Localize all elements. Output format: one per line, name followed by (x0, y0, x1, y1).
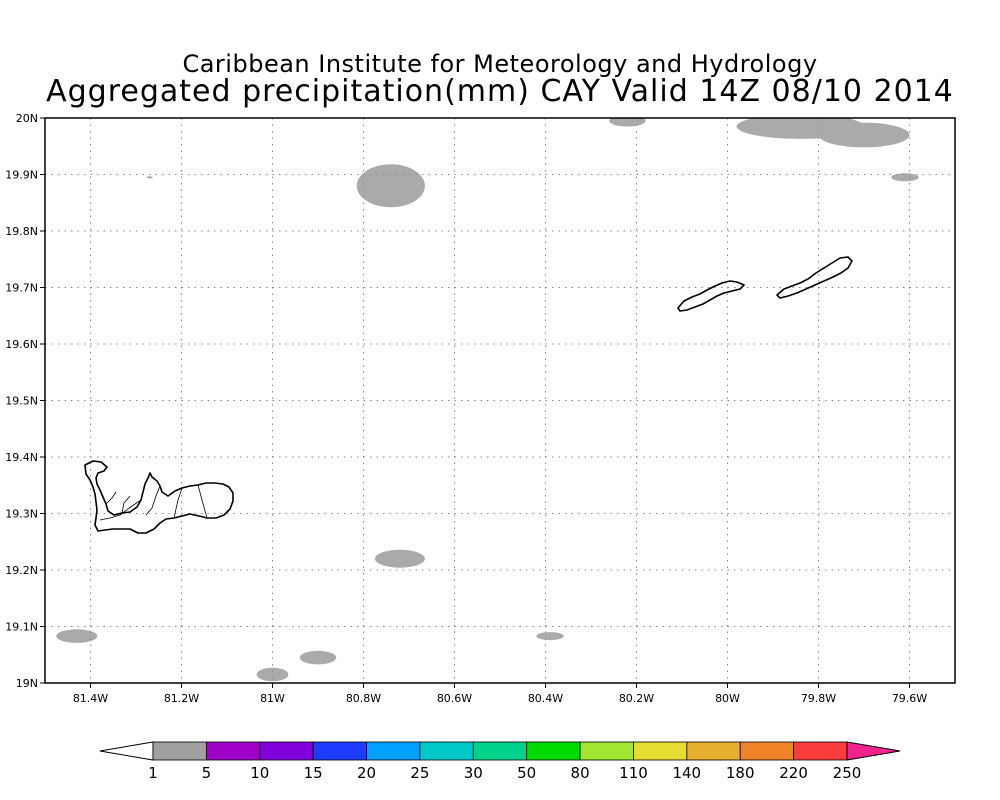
colorbar-below-triangle (99, 741, 154, 761)
lon-tick-label: 80.6W (437, 692, 472, 705)
colorbar-swatch-13 (793, 741, 848, 761)
colorbar-swatch-1 (152, 741, 207, 761)
precip-area-4 (256, 667, 289, 682)
precip-area-10 (891, 173, 919, 182)
colorbar-label: 140 (672, 764, 701, 782)
colorbar-label: 20 (357, 764, 376, 782)
lat-tick-label: 19.8N (5, 225, 38, 238)
lon-tick-label: 80W (715, 692, 740, 705)
colorbar-swatch-7 (472, 741, 528, 761)
colorbar-swatch-6 (419, 741, 474, 761)
colorbar-above-triangle (846, 741, 901, 761)
colorbar-swatch-8 (526, 741, 581, 761)
precip-area-1 (356, 164, 425, 208)
colorbar-label: 250 (833, 764, 862, 782)
lat-tick-label: 19.2N (5, 564, 38, 577)
lon-tick-label: 81.2W (164, 692, 199, 705)
map-title-line2: Aggregated precipitation(mm) CAY Valid 1… (46, 74, 954, 109)
axis-labels: 81.4W 81.2W 81W 80.8W 80.6W 80.4W 80.2W 80W 79.8… (5, 112, 927, 705)
colorbar-label: 1 (148, 764, 158, 782)
lat-tick-label: 19.7N (5, 282, 38, 295)
precip-area-6 (536, 632, 564, 641)
colorbar-label: 10 (250, 764, 269, 782)
lat-tick-label: 20N (16, 112, 38, 125)
colorbar-label: 30 (464, 764, 483, 782)
colorbar-label: 25 (410, 764, 429, 782)
colorbar-swatch-12 (739, 741, 795, 761)
lon-tick-label: 80.4W (528, 692, 563, 705)
island-layer (84, 256, 853, 534)
map-title-line1: Caribbean Institute for Meteorology and … (182, 50, 818, 78)
lon-tick-label: 81.4W (73, 692, 108, 705)
colorbar-swatch-9 (579, 741, 634, 761)
colorbar-label: 180 (726, 764, 755, 782)
colorbar-label: 110 (619, 764, 648, 782)
colorbar-swatch-2 (205, 741, 261, 761)
precip-layer (56, 118, 919, 682)
precip-area-3 (299, 650, 337, 665)
lon-tick-label: 80.2W (619, 692, 654, 705)
colorbar-label: 220 (779, 764, 808, 782)
colorbar-swatch-10 (633, 741, 688, 761)
colorbar-label: 50 (517, 764, 536, 782)
precip-area-9 (818, 122, 910, 148)
colorbar-label: 5 (202, 764, 212, 782)
lat-tick-label: 19.4N (5, 451, 38, 464)
lat-tick-label: 19.6N (5, 338, 38, 351)
lat-tick-label: 19N (16, 677, 38, 690)
colorbar: 1 5 10 15 20 25 30 50 80 110 140 180 220 250 (99, 741, 901, 782)
colorbar-label: 15 (304, 764, 323, 782)
colorbar-swatch-11 (686, 741, 741, 761)
lon-tick-label: 79.6W (892, 692, 927, 705)
lat-tick-label: 19.1N (5, 621, 38, 634)
precip-area-5 (56, 629, 98, 643)
colorbar-label: 80 (571, 764, 590, 782)
lat-tick-label: 19.9N (5, 169, 38, 182)
lon-tick-label: 80.8W (346, 692, 381, 705)
precip-area-11 (146, 176, 153, 179)
colorbar-swatch-3 (259, 741, 314, 761)
colorbar-swatch-4 (312, 741, 367, 761)
lat-tick-label: 19.5N (5, 395, 38, 408)
grand-cayman-outline (84, 460, 234, 534)
cayman-brac-outline (776, 256, 853, 299)
lon-tick-label: 81W (260, 692, 285, 705)
precip-area-7 (609, 118, 646, 127)
grid-layer (45, 118, 955, 683)
colorbar-swatch-5 (366, 741, 421, 761)
little-cayman-outline (677, 280, 745, 312)
lat-tick-label: 19.3N (5, 508, 38, 521)
lon-tick-label: 79.8W (801, 692, 836, 705)
precip-area-2 (374, 549, 425, 568)
grand-cayman-districts (99, 484, 208, 521)
